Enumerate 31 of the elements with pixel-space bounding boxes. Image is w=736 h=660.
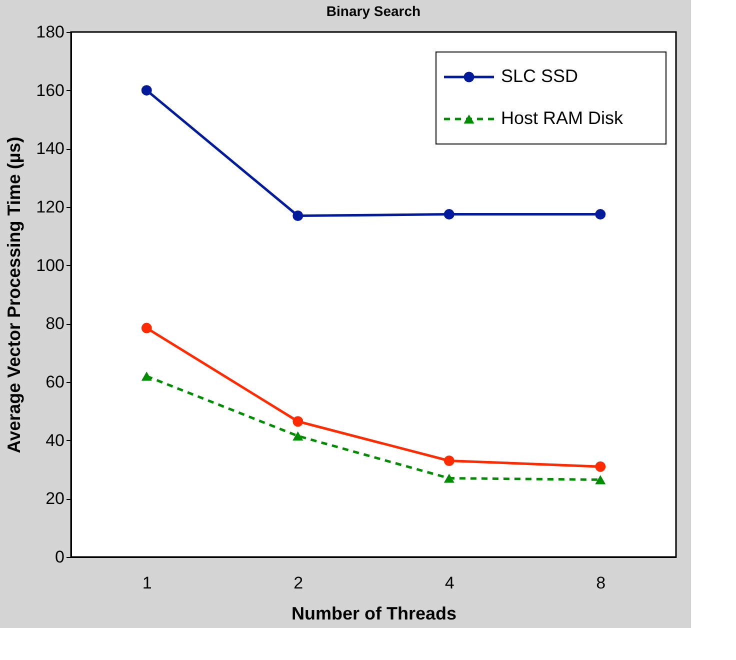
point: [141, 372, 152, 381]
y-tick-label: 140: [36, 139, 64, 158]
y-tick-label: 100: [36, 256, 64, 275]
x-axis-title: Number of Threads: [291, 604, 457, 624]
point: [595, 209, 606, 220]
x-tick-label: 1: [142, 574, 152, 592]
x-tick-label: 2: [294, 574, 304, 592]
y-tick-label: 0: [55, 548, 64, 566]
y-tick-label: 80: [46, 314, 64, 334]
y-tick-label: 180: [36, 22, 64, 42]
point: [444, 474, 454, 483]
chart-title: Binary Search: [326, 3, 421, 19]
y-tick-label: 160: [36, 80, 64, 100]
y-tick-label: 120: [36, 198, 64, 216]
point: [595, 475, 606, 484]
point: [292, 416, 304, 427]
point: [444, 209, 454, 220]
y-tick-label: 20: [46, 489, 64, 508]
point: [292, 431, 304, 440]
legend-label: Host RAM Disk: [501, 108, 624, 128]
point: [444, 456, 454, 466]
x-tick-label: 8: [596, 574, 606, 592]
y-axis-title: Average Vector Processing Time (µs): [4, 136, 24, 454]
point: [141, 85, 152, 96]
point: [595, 461, 606, 472]
y-tick-label: 40: [46, 430, 64, 450]
point: [141, 322, 152, 334]
y-tick-label: 60: [46, 372, 64, 392]
legend-label: SLC SSD: [501, 66, 578, 86]
x-tick-label: 4: [444, 574, 454, 592]
point: [292, 210, 304, 221]
